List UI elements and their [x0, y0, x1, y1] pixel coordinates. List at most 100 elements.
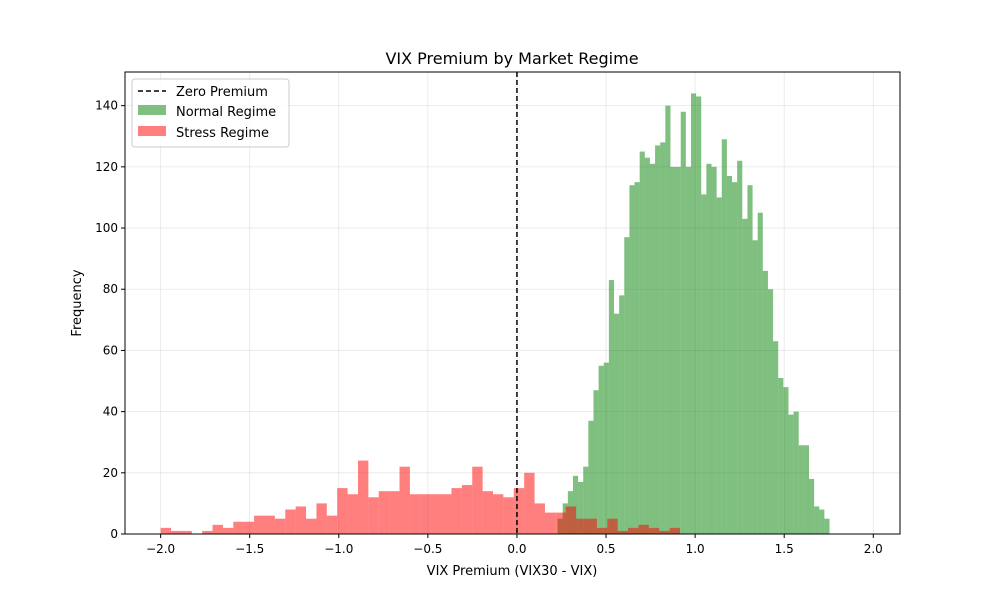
- x-tick-label: −1.0: [324, 542, 353, 556]
- histogram-bar: [378, 491, 390, 534]
- series-normal-regime: [557, 93, 830, 535]
- histogram-bar: [430, 494, 442, 534]
- histogram-bar: [732, 182, 738, 534]
- histogram-bar: [596, 527, 608, 534]
- histogram-bar: [544, 512, 556, 534]
- y-axis-ticks: 0 20 40 60 80 100 120 140: [95, 99, 125, 541]
- histogram-bar: [803, 445, 809, 534]
- legend-swatch-stress-regime: [138, 126, 166, 136]
- histogram-bar: [617, 530, 629, 534]
- histogram-bar: [747, 185, 753, 534]
- histogram-bar: [451, 488, 462, 534]
- histogram-bar: [337, 488, 348, 534]
- histogram-bar: [274, 518, 286, 534]
- histogram-bar: [254, 515, 265, 534]
- histogram-bar: [814, 506, 820, 534]
- histogram-bar: [669, 527, 680, 534]
- histogram-bar: [706, 163, 712, 534]
- legend: Zero Premium Normal Regime Stress Regime: [131, 78, 290, 148]
- histogram-bar: [598, 365, 604, 534]
- x-axis-ticks: −2.0 −1.5 −1.0 −0.5 0.0 0.5 1.0 1.5 2.0: [146, 534, 883, 556]
- histogram-bar: [808, 478, 815, 534]
- y-tick-label: 0: [110, 527, 118, 541]
- y-axis-label: Frequency: [70, 269, 85, 336]
- histogram-bar: [798, 445, 804, 534]
- histogram-bar: [793, 411, 799, 534]
- histogram-bar: [629, 185, 635, 534]
- histogram-bar: [685, 166, 691, 534]
- histogram-bar: [639, 151, 645, 534]
- histogram-bar: [638, 524, 649, 534]
- y-tick-label: 60: [103, 343, 118, 357]
- histogram-bar: [619, 295, 625, 534]
- histogram-bar: [778, 377, 784, 534]
- histogram-bar: [726, 176, 733, 534]
- histogram-bar: [576, 518, 587, 534]
- y-tick-label: 120: [95, 160, 118, 174]
- histogram-bar: [696, 96, 702, 535]
- x-tick-label: 2.0: [864, 542, 883, 556]
- histogram-bar: [326, 515, 338, 534]
- histogram-bar: [503, 497, 514, 534]
- histogram-bar: [347, 494, 358, 534]
- histogram-bar: [316, 503, 327, 534]
- histogram-bar: [233, 521, 244, 534]
- plot-frame: [124, 71, 901, 535]
- histogram-bar: [660, 142, 666, 535]
- x-tick-label: 1.5: [775, 542, 794, 556]
- histogram-bar: [441, 494, 452, 534]
- histogram-bar: [285, 509, 296, 534]
- histogram-bar: [773, 341, 779, 534]
- histogram-bar: [737, 160, 743, 535]
- legend-label-zero-premium: Zero Premium: [176, 85, 268, 100]
- histogram-bar: [665, 105, 671, 534]
- histogram-bar: [649, 163, 656, 534]
- histogram-bar: [588, 420, 594, 534]
- histogram-bar: [680, 111, 686, 534]
- histogram-bar: [614, 313, 620, 534]
- histogram-bar: [648, 527, 660, 534]
- y-tick-label: 100: [95, 221, 118, 235]
- histogram-bar: [593, 390, 599, 534]
- histogram-bar: [583, 466, 589, 534]
- histogram-bar: [762, 270, 768, 534]
- histogram-bar: [295, 506, 307, 534]
- histogram-bar: [711, 166, 717, 534]
- legend-box: [131, 78, 290, 148]
- histogram-bar: [701, 194, 707, 535]
- histogram-bar: [368, 497, 379, 534]
- histogram-bar: [634, 182, 640, 534]
- histogram-bar: [788, 414, 794, 534]
- histogram-bar: [181, 530, 192, 534]
- histogram-bar: [608, 280, 615, 534]
- histogram-bar: [690, 93, 697, 534]
- histogram-bar: [578, 481, 584, 534]
- histogram-bar: [493, 494, 504, 534]
- histogram-bar: [783, 387, 789, 534]
- histogram-bar: [409, 494, 421, 534]
- histogram-bar: [171, 530, 182, 534]
- x-axis-label: VIX Premium (VIX30 - VIX): [427, 564, 598, 579]
- chart-title: VIX Premium by Market Regime: [385, 49, 638, 68]
- histogram-bar: [461, 485, 473, 534]
- histogram-bar: [757, 212, 763, 535]
- histogram-bar: [767, 289, 774, 534]
- histogram-bar: [513, 488, 525, 534]
- histogram-bar: [572, 475, 579, 534]
- x-tick-label: 0.5: [596, 542, 615, 556]
- histogram-bar: [389, 491, 400, 534]
- x-tick-label: 1.0: [686, 542, 705, 556]
- histogram-bar: [399, 466, 410, 534]
- histogram-bar: [160, 527, 172, 534]
- legend-swatch-normal-regime: [138, 105, 166, 115]
- histogram-bar: [524, 472, 535, 534]
- y-tick-label: 80: [103, 282, 118, 296]
- histogram-bar: [202, 530, 213, 534]
- histogram-bar: [670, 166, 676, 534]
- histogram-bar: [222, 527, 234, 534]
- histogram-bar: [212, 524, 223, 534]
- histogram-bars: [160, 93, 830, 535]
- histogram-bar: [659, 530, 670, 534]
- histogram-bar: [716, 197, 722, 534]
